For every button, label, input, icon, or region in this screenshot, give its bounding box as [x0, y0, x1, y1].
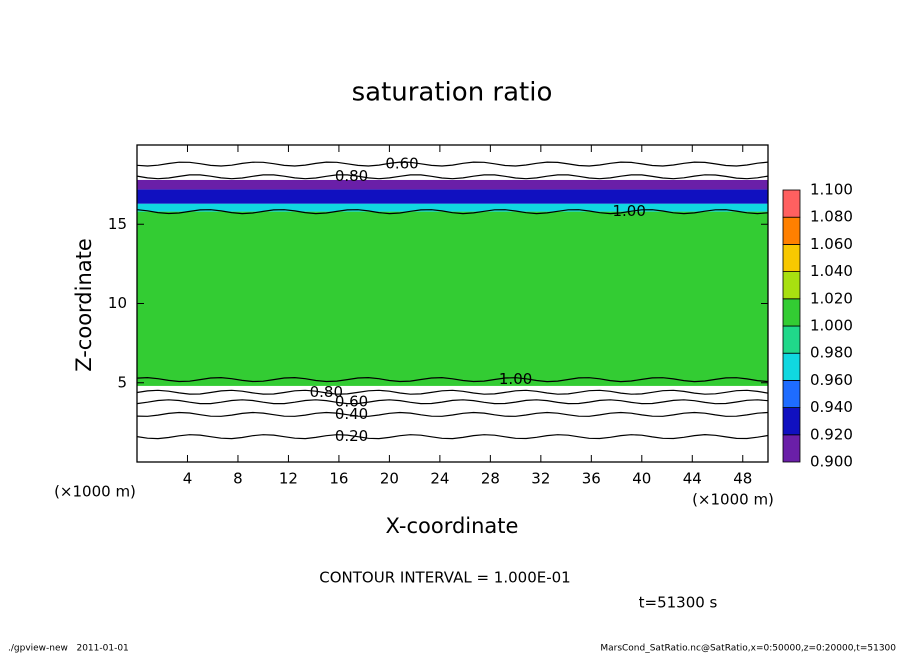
field-band — [137, 385, 768, 399]
x-tick-label: 32 — [531, 470, 550, 488]
colorbar-label: 0.960 — [810, 371, 853, 389]
field-band — [137, 414, 768, 439]
contour-line — [136, 433, 769, 440]
contour-line — [136, 389, 769, 395]
field-band — [137, 189, 768, 204]
colorbar-label: 0.900 — [810, 453, 853, 471]
time-label: t=51300 s — [639, 594, 718, 612]
colorbar-label: 1.100 — [810, 181, 853, 199]
x-tick-label: 8 — [233, 470, 243, 488]
colorbar-swatch — [782, 434, 801, 463]
x-tick-label: 20 — [380, 470, 399, 488]
y-tick-label: 5 — [117, 373, 127, 391]
colorbar-swatch — [782, 352, 801, 381]
contour-line — [136, 209, 769, 215]
contour-note: CONTOUR INTERVAL = 1.000E-01 — [319, 569, 570, 587]
field-band — [137, 179, 768, 190]
colorbar-swatch — [782, 407, 801, 436]
x-tick-label: 40 — [632, 470, 651, 488]
y-axis-label: Z-coordinate — [72, 238, 96, 372]
colorbar-label: 1.060 — [810, 235, 853, 253]
x-tick-label: 16 — [329, 470, 348, 488]
footer-left: ./gpview-new 2011-01-01 — [8, 644, 129, 654]
x-tick-label: 4 — [183, 470, 193, 488]
x-tick-label: 12 — [279, 470, 298, 488]
field-band — [137, 145, 768, 180]
x-tick-label: 24 — [430, 470, 449, 488]
x-axis-label: X-coordinate — [386, 514, 519, 538]
contour-line — [136, 174, 769, 180]
colorbar-swatch — [782, 379, 801, 408]
y-tick-label: 15 — [108, 215, 127, 233]
x-tick-label: 48 — [733, 470, 752, 488]
contour-line — [136, 161, 769, 167]
x-tick-label: 36 — [582, 470, 601, 488]
contour-line — [136, 399, 769, 405]
colorbar-label: 0.980 — [810, 344, 853, 362]
field-band — [137, 203, 768, 212]
colorbar-swatch — [782, 189, 801, 218]
contour-label: 0.60 — [335, 392, 368, 410]
field-band — [137, 211, 768, 386]
contour-label: 0.80 — [310, 383, 343, 401]
colorbar-swatch — [782, 216, 801, 245]
contour-label: 1.00 — [612, 202, 645, 220]
field-band — [137, 438, 768, 462]
chart-title: saturation ratio — [352, 78, 553, 108]
contour-label: 1.00 — [499, 370, 532, 388]
colorbar-swatch — [782, 298, 801, 327]
colorbar-label: 0.920 — [810, 425, 853, 443]
colorbar-label: 0.940 — [810, 398, 853, 416]
colorbar-swatch — [782, 271, 801, 300]
y-unit: (×1000 m) — [54, 483, 136, 501]
contour-label: 0.40 — [335, 405, 368, 423]
colorbar-label: 1.000 — [810, 317, 853, 335]
y-tick-label: 10 — [108, 294, 127, 312]
colorbar-swatch — [782, 325, 801, 354]
contour-line — [136, 376, 769, 383]
x-unit: (×1000 m) — [692, 491, 774, 509]
x-tick-label: 44 — [683, 470, 702, 488]
x-tick-label: 28 — [481, 470, 500, 488]
colorbar-label: 1.080 — [810, 208, 853, 226]
contour-label: 0.20 — [335, 427, 368, 445]
contour-label: 0.60 — [385, 155, 418, 173]
contour-line — [136, 411, 769, 417]
colorbar-swatch — [782, 243, 801, 272]
contour-label: 0.80 — [335, 167, 368, 185]
colorbar-label: 1.020 — [810, 289, 853, 307]
footer-right: MarsCond_SatRatio.nc@SatRatio,x=0:50000,… — [600, 644, 896, 654]
colorbar-label: 1.040 — [810, 262, 853, 280]
